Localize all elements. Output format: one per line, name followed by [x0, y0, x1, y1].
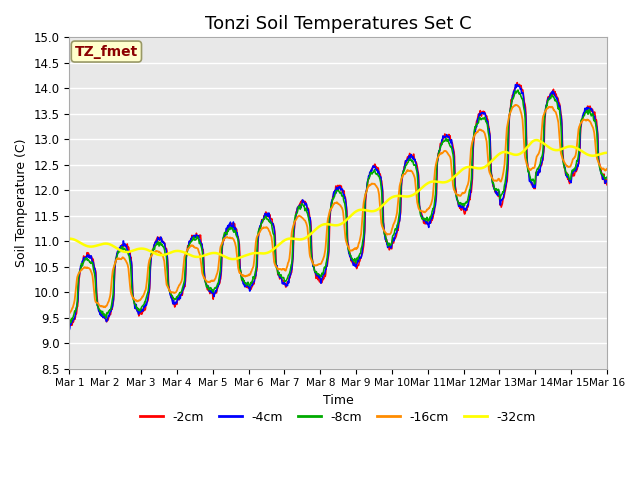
-16cm	[65, 310, 73, 315]
Line: -32cm: -32cm	[69, 140, 607, 259]
X-axis label: Time: Time	[323, 394, 353, 407]
-8cm	[67, 320, 74, 325]
-8cm	[540, 126, 548, 132]
-8cm	[422, 218, 429, 224]
-16cm	[186, 245, 193, 251]
-2cm	[540, 149, 548, 155]
-4cm	[65, 327, 73, 333]
-4cm	[422, 218, 429, 224]
-4cm	[492, 190, 499, 196]
-4cm	[513, 82, 521, 87]
-16cm	[172, 289, 180, 295]
-8cm	[172, 295, 180, 301]
-16cm	[603, 166, 611, 172]
-2cm	[172, 300, 180, 306]
-32cm	[532, 137, 540, 143]
Text: TZ_fmet: TZ_fmet	[75, 45, 138, 59]
-32cm	[492, 154, 500, 160]
-32cm	[229, 256, 237, 262]
Line: -8cm: -8cm	[69, 90, 607, 323]
-32cm	[540, 141, 548, 146]
-2cm	[422, 219, 429, 225]
-4cm	[185, 239, 193, 245]
-8cm	[603, 174, 611, 180]
-16cm	[67, 310, 74, 316]
-8cm	[492, 186, 500, 192]
-32cm	[603, 150, 611, 156]
Line: -2cm: -2cm	[69, 83, 607, 325]
-16cm	[513, 102, 520, 108]
-2cm	[186, 239, 193, 245]
-32cm	[422, 182, 429, 188]
Y-axis label: Soil Temperature (C): Soil Temperature (C)	[15, 139, 28, 267]
-4cm	[245, 284, 253, 289]
-32cm	[172, 248, 180, 254]
-16cm	[422, 208, 429, 214]
-16cm	[492, 178, 500, 183]
-4cm	[603, 179, 611, 184]
Line: -16cm: -16cm	[69, 105, 607, 313]
-16cm	[540, 112, 548, 118]
-8cm	[186, 242, 193, 248]
-2cm	[492, 190, 500, 195]
-8cm	[65, 315, 73, 321]
-8cm	[514, 87, 522, 93]
-2cm	[513, 80, 521, 85]
-32cm	[246, 252, 253, 257]
Legend: -2cm, -4cm, -8cm, -16cm, -32cm: -2cm, -4cm, -8cm, -16cm, -32cm	[135, 406, 541, 429]
-2cm	[67, 323, 74, 328]
-2cm	[65, 319, 73, 324]
Title: Tonzi Soil Temperatures Set C: Tonzi Soil Temperatures Set C	[205, 15, 472, 33]
-2cm	[603, 182, 611, 188]
-32cm	[185, 252, 193, 257]
-2cm	[246, 286, 253, 291]
-32cm	[65, 236, 73, 241]
Line: -4cm: -4cm	[69, 84, 607, 330]
-16cm	[246, 272, 253, 277]
-4cm	[540, 150, 547, 156]
-4cm	[172, 299, 180, 305]
-8cm	[246, 283, 253, 289]
